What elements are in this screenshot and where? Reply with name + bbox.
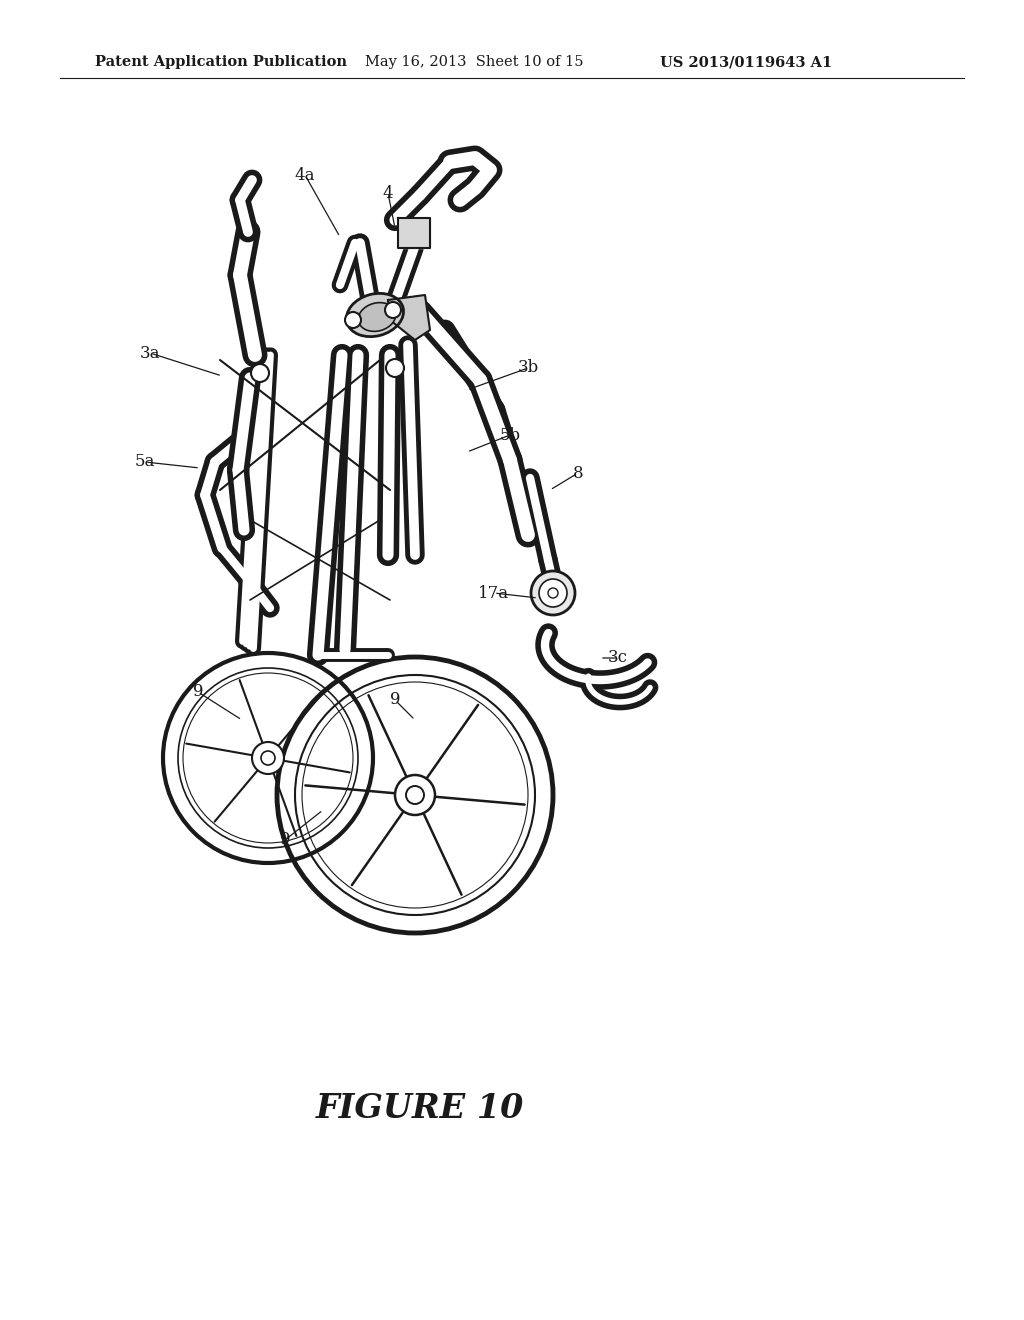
Text: FIGURE 10: FIGURE 10 — [315, 1092, 524, 1125]
Circle shape — [251, 364, 269, 381]
Circle shape — [386, 359, 404, 378]
Circle shape — [406, 785, 424, 804]
Text: 3b: 3b — [517, 359, 539, 376]
Text: US 2013/0119643 A1: US 2013/0119643 A1 — [660, 55, 833, 69]
Circle shape — [395, 775, 435, 814]
Text: Patent Application Publication: Patent Application Publication — [95, 55, 347, 69]
Text: 9: 9 — [193, 684, 203, 701]
Circle shape — [531, 572, 575, 615]
Circle shape — [548, 587, 558, 598]
Text: May 16, 2013  Sheet 10 of 15: May 16, 2013 Sheet 10 of 15 — [365, 55, 584, 69]
Circle shape — [345, 312, 361, 327]
Text: 8: 8 — [572, 465, 584, 482]
Text: 3a: 3a — [139, 345, 160, 362]
Text: 9: 9 — [280, 832, 290, 849]
Ellipse shape — [358, 302, 395, 331]
Polygon shape — [388, 294, 430, 341]
Text: 5b: 5b — [500, 426, 520, 444]
Circle shape — [252, 742, 284, 774]
Circle shape — [261, 751, 275, 766]
Ellipse shape — [346, 293, 403, 337]
Text: 4a: 4a — [295, 166, 315, 183]
Text: 9: 9 — [390, 692, 400, 709]
Text: 5a: 5a — [135, 454, 156, 470]
Polygon shape — [398, 218, 430, 248]
Text: 3c: 3c — [608, 649, 628, 667]
Text: 4: 4 — [383, 185, 393, 202]
Text: 17a: 17a — [478, 585, 510, 602]
Circle shape — [539, 579, 567, 607]
Circle shape — [385, 302, 401, 318]
